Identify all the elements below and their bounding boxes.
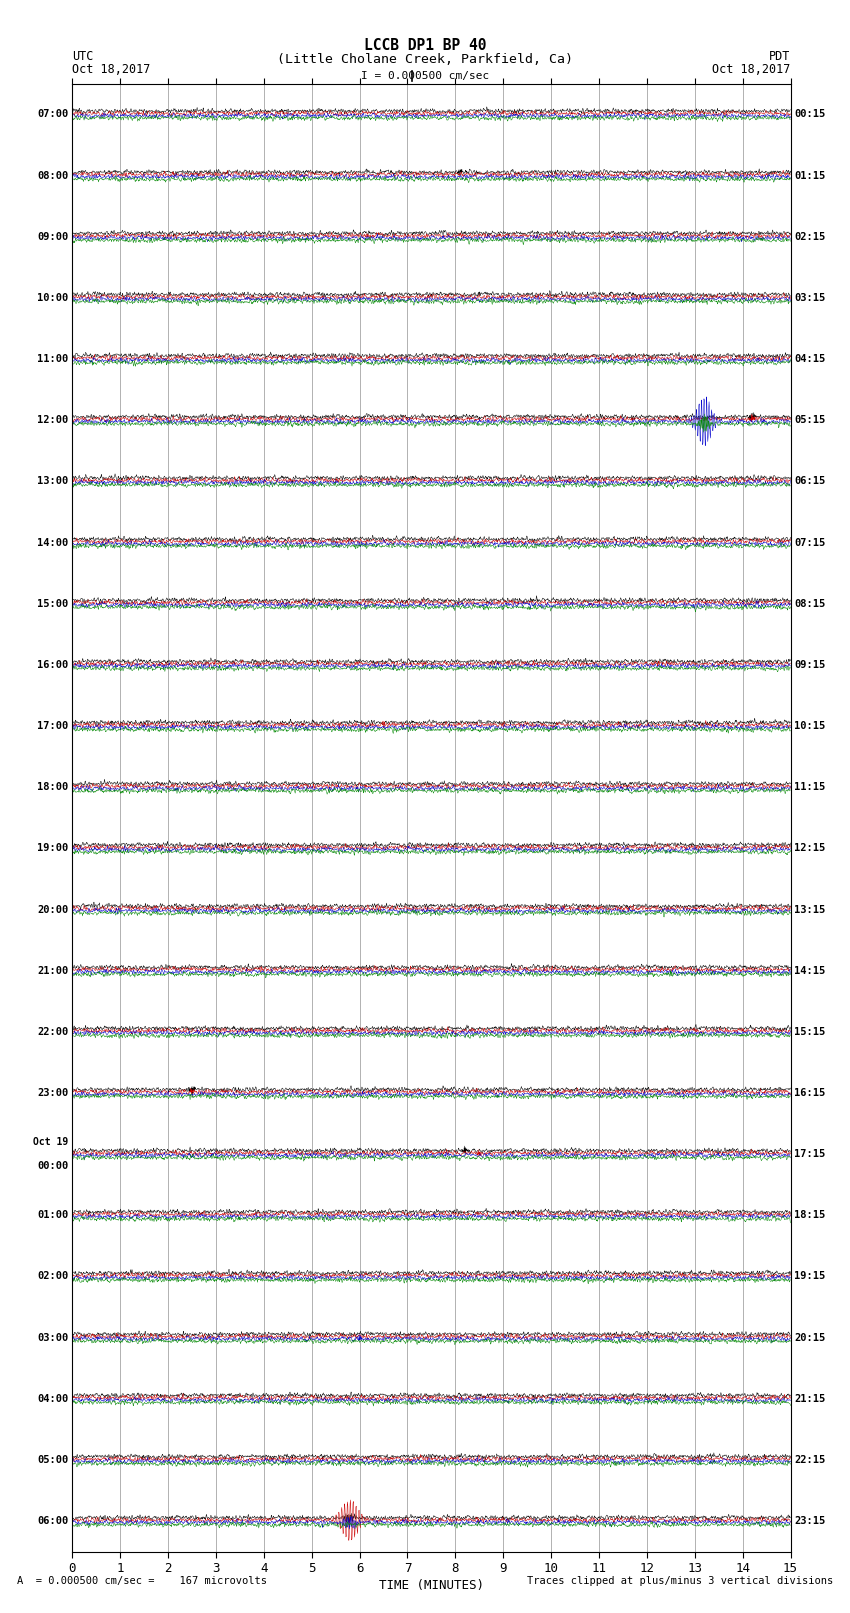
Text: 21:00: 21:00 <box>37 966 69 976</box>
Text: 15:00: 15:00 <box>37 598 69 608</box>
Text: LCCB DP1 BP 40: LCCB DP1 BP 40 <box>364 37 486 53</box>
Text: 18:00: 18:00 <box>37 782 69 792</box>
Text: 21:15: 21:15 <box>794 1394 825 1403</box>
Text: 05:15: 05:15 <box>794 415 825 426</box>
Text: 11:15: 11:15 <box>794 782 825 792</box>
Text: 16:15: 16:15 <box>794 1089 825 1098</box>
Text: 17:00: 17:00 <box>37 721 69 731</box>
Text: 23:00: 23:00 <box>37 1089 69 1098</box>
Text: 03:00: 03:00 <box>37 1332 69 1342</box>
Text: 02:00: 02:00 <box>37 1271 69 1281</box>
X-axis label: TIME (MINUTES): TIME (MINUTES) <box>379 1579 484 1592</box>
Text: 02:15: 02:15 <box>794 232 825 242</box>
Text: I = 0.000500 cm/sec: I = 0.000500 cm/sec <box>361 71 489 81</box>
Text: 20:15: 20:15 <box>794 1332 825 1342</box>
Text: 18:15: 18:15 <box>794 1210 825 1221</box>
Text: 01:00: 01:00 <box>37 1210 69 1221</box>
Text: 10:15: 10:15 <box>794 721 825 731</box>
Text: UTC: UTC <box>72 50 94 63</box>
Text: 03:15: 03:15 <box>794 294 825 303</box>
Text: 13:15: 13:15 <box>794 905 825 915</box>
Text: 13:00: 13:00 <box>37 476 69 487</box>
Text: Oct 18,2017: Oct 18,2017 <box>712 63 790 76</box>
Text: 09:15: 09:15 <box>794 660 825 669</box>
Text: 10:00: 10:00 <box>37 294 69 303</box>
Text: (Little Cholane Creek, Parkfield, Ca): (Little Cholane Creek, Parkfield, Ca) <box>277 53 573 66</box>
Text: 00:15: 00:15 <box>794 110 825 119</box>
Text: 14:00: 14:00 <box>37 537 69 547</box>
Text: 04:15: 04:15 <box>794 355 825 365</box>
Text: 01:15: 01:15 <box>794 171 825 181</box>
Text: 06:00: 06:00 <box>37 1516 69 1526</box>
Text: 05:00: 05:00 <box>37 1455 69 1465</box>
Text: 08:00: 08:00 <box>37 171 69 181</box>
Text: 07:00: 07:00 <box>37 110 69 119</box>
Text: 12:15: 12:15 <box>794 844 825 853</box>
Text: 22:00: 22:00 <box>37 1027 69 1037</box>
Text: 12:00: 12:00 <box>37 415 69 426</box>
Text: Oct 19: Oct 19 <box>33 1137 69 1147</box>
Text: A  = 0.000500 cm/sec =    167 microvolts: A = 0.000500 cm/sec = 167 microvolts <box>17 1576 267 1586</box>
Text: 08:15: 08:15 <box>794 598 825 608</box>
Text: 16:00: 16:00 <box>37 660 69 669</box>
Text: 23:15: 23:15 <box>794 1516 825 1526</box>
Text: Oct 18,2017: Oct 18,2017 <box>72 63 150 76</box>
Text: 07:15: 07:15 <box>794 537 825 547</box>
Text: 22:15: 22:15 <box>794 1455 825 1465</box>
Text: 04:00: 04:00 <box>37 1394 69 1403</box>
Text: PDT: PDT <box>769 50 790 63</box>
Text: 20:00: 20:00 <box>37 905 69 915</box>
Text: 19:15: 19:15 <box>794 1271 825 1281</box>
Text: 06:15: 06:15 <box>794 476 825 487</box>
Text: 15:15: 15:15 <box>794 1027 825 1037</box>
Text: Traces clipped at plus/minus 3 vertical divisions: Traces clipped at plus/minus 3 vertical … <box>527 1576 833 1586</box>
Text: 14:15: 14:15 <box>794 966 825 976</box>
Text: 11:00: 11:00 <box>37 355 69 365</box>
Text: 09:00: 09:00 <box>37 232 69 242</box>
Text: 17:15: 17:15 <box>794 1148 825 1160</box>
Text: 00:00: 00:00 <box>37 1161 69 1171</box>
Text: 19:00: 19:00 <box>37 844 69 853</box>
